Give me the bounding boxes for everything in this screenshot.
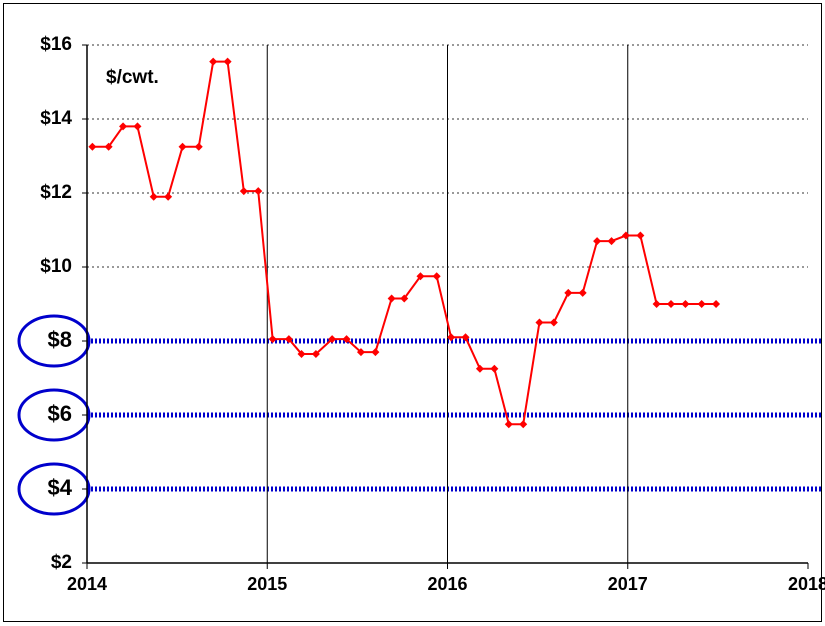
highlight-circle [17, 314, 91, 368]
data-point [387, 294, 396, 303]
data-point [178, 142, 187, 151]
data-point [311, 349, 320, 358]
data-point [164, 192, 173, 201]
data-point [284, 335, 293, 344]
data-point [712, 300, 721, 308]
data-point [636, 231, 645, 240]
x-tick-label: 2017 [608, 574, 648, 594]
data-point [490, 364, 499, 373]
data-point [209, 57, 218, 66]
data-point [667, 300, 676, 308]
data-point [621, 231, 630, 240]
data-point [432, 272, 441, 281]
data-point [223, 57, 232, 66]
data-point [578, 288, 587, 297]
y-tick-label: $2 [51, 552, 72, 573]
highlight-circle [17, 388, 91, 442]
x-tick-label: 2016 [427, 574, 467, 594]
data-point [475, 364, 484, 373]
data-point [519, 420, 528, 429]
x-tick-label: 2014 [67, 574, 107, 594]
unit-annotation: $/cwt. [106, 67, 159, 88]
data-point [133, 122, 142, 131]
data-point [356, 348, 365, 357]
x-tick-label: 2015 [247, 574, 287, 594]
data-point [239, 187, 248, 196]
data-point [564, 288, 573, 297]
data-point [593, 237, 602, 246]
data-point [297, 349, 306, 358]
data-point [535, 318, 544, 327]
data-line [92, 60, 717, 426]
highlight-circle [17, 462, 91, 516]
data-point [447, 333, 456, 342]
data-point [549, 318, 558, 327]
frame [3, 3, 822, 622]
data-point [504, 420, 513, 429]
y-tick-label: $8 [48, 327, 72, 352]
y-tick-label: $10 [40, 256, 72, 277]
data-point [416, 272, 425, 281]
data-point [268, 335, 277, 344]
data-point [149, 192, 158, 201]
data-point [119, 122, 128, 131]
data-point [88, 142, 97, 151]
data-point [607, 237, 616, 246]
data-point [461, 333, 470, 342]
data-point [194, 142, 203, 151]
data-point [342, 335, 351, 344]
data-point [652, 300, 661, 308]
data-point [104, 142, 113, 151]
y-tick-label: $4 [48, 475, 73, 500]
data-point [254, 187, 263, 196]
y-tick-label: $6 [48, 401, 72, 426]
y-tick-label: $16 [40, 34, 72, 55]
x-tick-label: 2018 [788, 574, 825, 594]
data-point [371, 348, 380, 357]
data-point [697, 300, 706, 308]
data-point [328, 335, 337, 344]
y-tick-label: $12 [40, 182, 72, 203]
y-tick-label: $14 [40, 108, 72, 129]
data-point [400, 294, 409, 303]
data-point [681, 300, 690, 308]
